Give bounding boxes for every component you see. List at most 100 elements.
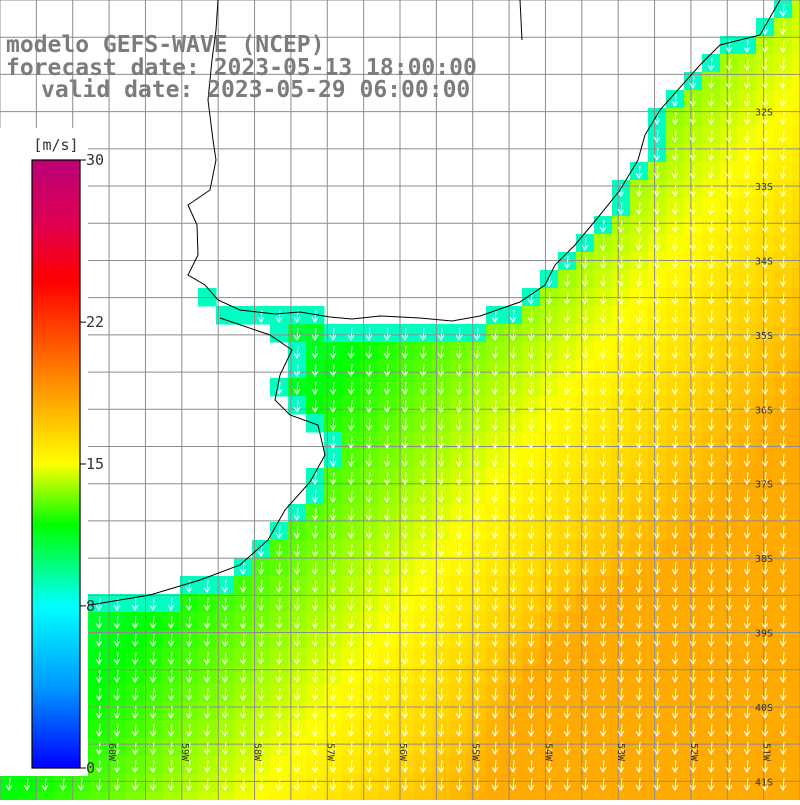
wind-arrow	[761, 543, 769, 557]
wind-arrow	[779, 147, 787, 161]
wind-arrow	[455, 759, 463, 773]
wind-arrow	[383, 489, 391, 503]
wind-arrow	[545, 687, 553, 701]
wind-arrow	[527, 579, 535, 593]
wind-arrow	[419, 417, 427, 431]
wind-speed-cell	[540, 792, 559, 805]
wind-arrow	[329, 345, 337, 359]
wind-arrow	[365, 723, 373, 737]
wind-arrow	[473, 777, 481, 791]
wind-arrow	[707, 183, 715, 197]
wind-arrow	[743, 201, 751, 215]
wind-arrow	[635, 669, 643, 683]
wind-arrow	[311, 381, 319, 395]
wind-arrow	[725, 687, 733, 701]
wind-arrow	[635, 201, 643, 215]
wind-arrow	[527, 327, 535, 341]
wind-arrow	[671, 129, 679, 143]
wind-arrow	[779, 111, 787, 125]
wind-arrow	[419, 381, 427, 395]
wind-arrow	[581, 579, 589, 593]
wind-arrow	[707, 327, 715, 341]
wind-arrow	[545, 471, 553, 485]
wind-arrow	[329, 507, 337, 521]
wind-arrow	[689, 327, 697, 341]
wind-arrow	[671, 669, 679, 683]
wind-arrow	[563, 345, 571, 359]
wind-arrow	[95, 741, 103, 755]
wind-arrow	[743, 705, 751, 719]
lat-label: 39S	[755, 629, 773, 640]
wind-arrow	[419, 615, 427, 629]
wind-arrow	[239, 633, 247, 647]
wind-arrow	[347, 687, 355, 701]
colorbar-tick-label: 8	[86, 597, 95, 615]
wind-speed-cell	[792, 684, 800, 703]
wind-arrow	[509, 543, 517, 557]
wind-arrow	[707, 111, 715, 125]
wind-arrow	[545, 777, 553, 791]
wind-arrow	[329, 417, 337, 431]
wind-arrow	[419, 363, 427, 377]
wind-arrow	[599, 543, 607, 557]
wind-arrow	[779, 525, 787, 539]
wind-speed-cell	[360, 792, 379, 805]
wind-arrow	[329, 633, 337, 647]
wind-arrow	[437, 633, 445, 647]
wind-arrow	[491, 669, 499, 683]
wind-arrow	[347, 471, 355, 485]
wind-arrow	[293, 705, 301, 719]
wind-arrow	[239, 777, 247, 791]
wind-arrow	[329, 543, 337, 557]
wind-arrow	[743, 417, 751, 431]
wind-arrow	[95, 597, 103, 611]
wind-arrow	[707, 129, 715, 143]
wind-arrow	[347, 507, 355, 521]
wind-arrow	[311, 651, 319, 665]
wind-speed-cell	[792, 270, 800, 289]
wind-speed-cell	[666, 792, 685, 805]
wind-arrow	[707, 687, 715, 701]
wind-arrow	[527, 417, 535, 431]
wind-arrow	[635, 579, 643, 593]
wind-arrow	[653, 255, 661, 269]
wind-speed-cell	[216, 792, 235, 805]
wind-arrow	[491, 597, 499, 611]
wind-arrow	[581, 633, 589, 647]
wind-arrow	[635, 453, 643, 467]
wind-arrow	[725, 453, 733, 467]
wind-arrow	[293, 759, 301, 773]
wind-arrow	[59, 777, 67, 791]
wind-speed-cell	[576, 792, 595, 805]
wind-arrow	[725, 669, 733, 683]
wind-arrow	[239, 687, 247, 701]
wind-arrow	[293, 525, 301, 539]
wind-arrow	[167, 615, 175, 629]
wind-arrow	[221, 759, 229, 773]
wind-arrow	[95, 633, 103, 647]
colorbar-scale	[31, 159, 81, 769]
wind-arrow	[581, 669, 589, 683]
wind-arrow	[779, 705, 787, 719]
wind-arrow	[419, 777, 427, 791]
wind-arrow	[779, 399, 787, 413]
wind-arrow	[779, 291, 787, 305]
wind-arrow	[311, 723, 319, 737]
wind-arrow	[383, 579, 391, 593]
wind-arrow	[707, 219, 715, 233]
wind-arrow	[725, 723, 733, 737]
wind-arrow	[329, 759, 337, 773]
wind-arrow	[455, 543, 463, 557]
wind-arrow	[203, 705, 211, 719]
wind-arrow	[563, 273, 571, 287]
wind-arrow	[689, 759, 697, 773]
wind-arrow	[491, 777, 499, 791]
wind-arrow	[437, 471, 445, 485]
wind-arrow	[257, 597, 265, 611]
wind-arrow	[527, 669, 535, 683]
wind-arrow	[473, 435, 481, 449]
wind-arrow	[383, 525, 391, 539]
wind-arrow	[617, 255, 625, 269]
wind-arrow	[275, 543, 283, 557]
wind-arrow	[293, 687, 301, 701]
